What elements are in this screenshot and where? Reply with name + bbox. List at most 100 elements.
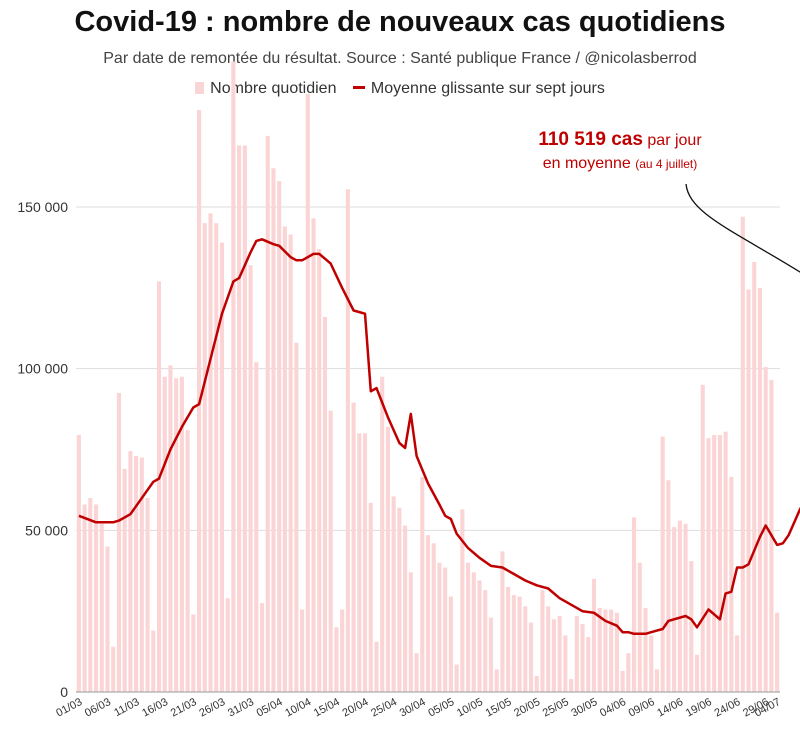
bar — [134, 455, 139, 692]
bar — [546, 606, 551, 692]
bar — [454, 664, 459, 692]
chart-subtitle: Par date de remontée du résultat. Source… — [103, 50, 697, 67]
bar — [242, 145, 247, 693]
bar — [311, 218, 316, 693]
annotation-line2: en moyenne — [542, 155, 631, 172]
bar — [631, 517, 637, 692]
bar — [700, 384, 705, 692]
bar — [397, 507, 402, 692]
bar — [466, 562, 471, 692]
x-tick-label: 30/05 — [569, 696, 599, 720]
x-tick-label: 11/03 — [112, 696, 141, 719]
annotation-value: 110 519 cas — [538, 129, 643, 150]
bar — [752, 261, 757, 692]
bar — [563, 635, 568, 692]
bar — [500, 551, 505, 692]
bar — [689, 561, 694, 692]
x-tick-label: 01/03 — [54, 696, 84, 720]
legend-item-line: Moyenne glissante sur sept jours — [352, 80, 605, 97]
bar — [528, 622, 534, 692]
annotation-arrow — [685, 183, 800, 273]
moving-average-line — [78, 238, 800, 636]
bar — [694, 654, 700, 692]
x-tick-label: 26/03 — [197, 696, 227, 720]
x-tick-label: 16/03 — [140, 696, 170, 720]
annotation-date-note: (au 4 juillet) — [635, 157, 698, 171]
bar — [609, 609, 614, 692]
x-tick-label: 10/04 — [283, 696, 313, 720]
bar — [282, 226, 287, 692]
bar — [494, 669, 499, 692]
bar — [448, 596, 453, 692]
bar — [202, 223, 207, 692]
y-tick-label: 0 — [60, 684, 68, 700]
bar — [185, 430, 190, 692]
bar — [431, 543, 436, 692]
bar — [506, 586, 511, 692]
bar — [357, 433, 362, 692]
bar — [368, 502, 373, 692]
bar — [214, 223, 219, 692]
x-tick-label: 20/05 — [512, 696, 542, 720]
bar — [111, 646, 116, 692]
bar — [162, 376, 167, 692]
bar — [340, 609, 345, 692]
x-tick-label: 05/05 — [426, 696, 456, 720]
bar — [248, 265, 253, 692]
bar — [551, 619, 556, 692]
bar — [122, 468, 127, 692]
x-tick-label: 06/03 — [83, 696, 113, 720]
bar — [712, 434, 717, 692]
bar — [569, 679, 574, 692]
bar — [706, 438, 711, 692]
bar — [443, 567, 448, 692]
bar — [328, 410, 333, 692]
bar — [586, 637, 591, 692]
bar — [534, 675, 539, 692]
bar — [305, 93, 310, 693]
x-tick-label: 05/04 — [255, 696, 285, 720]
bar — [757, 287, 763, 692]
x-tick-label: 30/04 — [398, 696, 428, 720]
bar — [277, 181, 282, 692]
bar — [208, 213, 213, 692]
legend: Nombre quotidien Moyenne glissante sur s… — [0, 80, 800, 98]
bar — [637, 562, 642, 692]
bar — [408, 572, 413, 692]
annotation: 110 519 cas par jour en moyenne (au 4 ju… — [500, 128, 740, 176]
bar — [517, 596, 522, 692]
annotation-unit: par jour — [647, 132, 702, 149]
x-tick-label: 31/03 — [226, 696, 256, 720]
bar — [471, 572, 476, 692]
bar — [666, 480, 671, 692]
bar — [391, 496, 396, 692]
bar — [540, 590, 545, 692]
bar — [151, 630, 156, 692]
y-tick-label: 100 000 — [17, 361, 68, 377]
bar — [660, 436, 665, 692]
bar — [82, 504, 87, 692]
legend-label-line: Moyenne glissante sur sept jours — [370, 80, 605, 97]
bar — [351, 402, 356, 692]
bar — [723, 431, 728, 692]
bar — [374, 641, 379, 692]
bar — [477, 580, 482, 692]
x-tick-label: 04/06 — [598, 696, 628, 720]
y-tick-label: 50 000 — [25, 522, 68, 538]
bar — [334, 627, 339, 692]
bar — [88, 498, 93, 692]
bar — [591, 578, 597, 692]
bar — [775, 612, 780, 692]
bar — [265, 135, 270, 692]
y-tick-label: 150 000 — [17, 199, 68, 215]
bar — [729, 476, 734, 692]
legend-item-bars: Nombre quotidien — [195, 80, 336, 97]
bar — [231, 61, 236, 692]
bar — [99, 523, 104, 692]
bar — [511, 595, 516, 692]
bar — [128, 451, 133, 692]
bar — [145, 498, 150, 692]
bar — [294, 342, 299, 692]
bar — [557, 616, 562, 692]
